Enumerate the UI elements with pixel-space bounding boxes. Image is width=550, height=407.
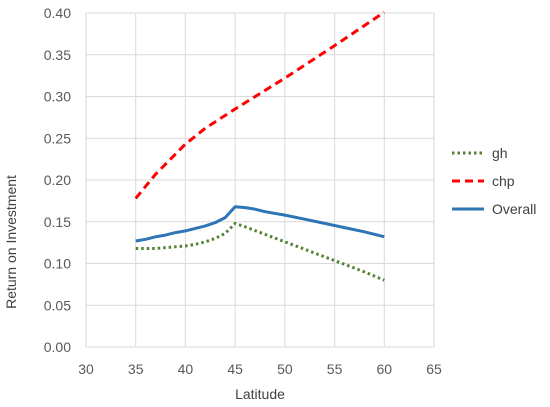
- y-tick-label: 0.00: [44, 339, 71, 355]
- legend-label-gh: gh: [492, 145, 508, 161]
- x-tick-label: 60: [376, 361, 392, 377]
- x-tick-label: 65: [426, 361, 442, 377]
- legend-label-chp: chp: [492, 173, 515, 189]
- y-axis-title: Return on Investment: [3, 175, 19, 309]
- x-tick-label: 50: [277, 361, 293, 377]
- x-tick-label: 40: [178, 361, 194, 377]
- y-tick-label: 0.15: [44, 214, 71, 230]
- legend: gh chp Overall: [452, 145, 536, 217]
- y-tick-label: 0.05: [44, 297, 71, 313]
- grid: [85, 12, 435, 348]
- series-line-chp: [134, 10, 386, 200]
- series-line-overall: [135, 205, 385, 243]
- y-axis-ticks: 0.00 0.05 0.10 0.15 0.20 0.25 0.30 0.35 0.40: [44, 5, 71, 355]
- x-axis-title: Latitude: [235, 386, 285, 402]
- y-tick-label: 0.30: [44, 89, 71, 105]
- y-tick-label: 0.35: [44, 47, 71, 63]
- x-tick-label: 30: [78, 361, 94, 377]
- x-tick-label: 45: [227, 361, 243, 377]
- y-tick-label: 0.25: [44, 130, 71, 146]
- series-line-gh: [135, 221, 385, 282]
- x-axis-ticks: 30 35 40 45 50 55 60 65: [78, 361, 442, 377]
- y-tick-label: 0.40: [44, 5, 71, 21]
- x-tick-label: 35: [128, 361, 144, 377]
- x-tick-label: 55: [327, 361, 343, 377]
- legend-label-overall: Overall: [492, 201, 536, 217]
- y-tick-label: 0.20: [44, 172, 71, 188]
- series-lines: [134, 10, 386, 282]
- y-tick-label: 0.10: [44, 256, 71, 272]
